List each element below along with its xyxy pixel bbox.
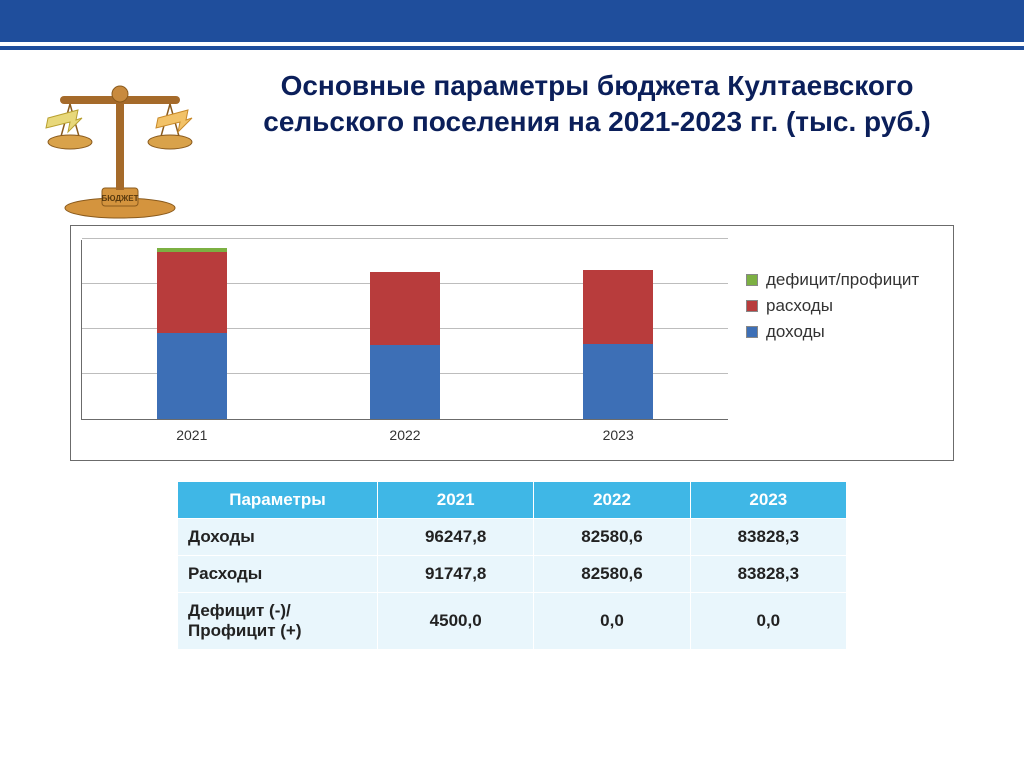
gridline	[82, 238, 728, 239]
legend-label: дефицит/профицит	[766, 270, 919, 290]
legend-item-deficit: дефицит/профицит	[746, 270, 943, 290]
legend-swatch	[746, 326, 758, 338]
parameters-table: Параметры202120222023 Доходы96247,882580…	[177, 481, 847, 650]
table-cell: 83828,3	[690, 519, 846, 556]
header-band	[0, 0, 1024, 42]
table-header-year: 2021	[378, 482, 534, 519]
legend-label: доходы	[766, 322, 825, 342]
x-axis-label: 2022	[389, 427, 420, 443]
bar-group	[370, 272, 440, 419]
table-header-year: 2022	[534, 482, 690, 519]
table-cell: 82580,6	[534, 556, 690, 593]
table-row: Доходы96247,882580,683828,3	[178, 519, 847, 556]
legend-label: расходы	[766, 296, 833, 316]
table-cell: 82580,6	[534, 519, 690, 556]
table-row-label: Дефицит (-)/ Профицит (+)	[178, 593, 378, 650]
bar-segment-income	[583, 344, 653, 419]
table-header-params: Параметры	[178, 482, 378, 519]
balance-scale-icon: БЮДЖЕТ	[30, 60, 210, 220]
header-row: БЮДЖЕТ Основные параметры бюджета Култае…	[0, 50, 1024, 220]
table-header-year: 2023	[690, 482, 846, 519]
svg-text:БЮДЖЕТ: БЮДЖЕТ	[102, 194, 139, 203]
bar-segment-income	[370, 345, 440, 419]
table-cell: 0,0	[534, 593, 690, 650]
legend-item-expenses: расходы	[746, 296, 943, 316]
table-cell: 83828,3	[690, 556, 846, 593]
table-row-label: Доходы	[178, 519, 378, 556]
table-row: Дефицит (-)/ Профицит (+)4500,00,00,0	[178, 593, 847, 650]
table-row-label: Расходы	[178, 556, 378, 593]
table-cell: 91747,8	[378, 556, 534, 593]
x-axis-label: 2021	[176, 427, 207, 443]
table-row: Расходы91747,882580,683828,3	[178, 556, 847, 593]
table-cell: 0,0	[690, 593, 846, 650]
table-cell: 4500,0	[378, 593, 534, 650]
bar-segment-income	[157, 333, 227, 419]
legend-item-income: доходы	[746, 322, 943, 342]
bar-chart: 202120222023 дефицит/профицитрасходыдохо…	[70, 225, 954, 461]
bar-segment-expenses	[370, 272, 440, 346]
bar-group	[583, 270, 653, 419]
plot-area: 202120222023	[81, 240, 728, 420]
bar-group	[157, 248, 227, 419]
chart-legend: дефицит/профицит расходы доходы	[728, 240, 943, 450]
x-axis-label: 2023	[603, 427, 634, 443]
bar-segment-expenses	[157, 252, 227, 334]
legend-swatch	[746, 300, 758, 312]
bar-segment-expenses	[583, 270, 653, 345]
table-cell: 96247,8	[378, 519, 534, 556]
page-title: Основные параметры бюджета Култаевского …	[210, 60, 984, 141]
legend-swatch	[746, 274, 758, 286]
